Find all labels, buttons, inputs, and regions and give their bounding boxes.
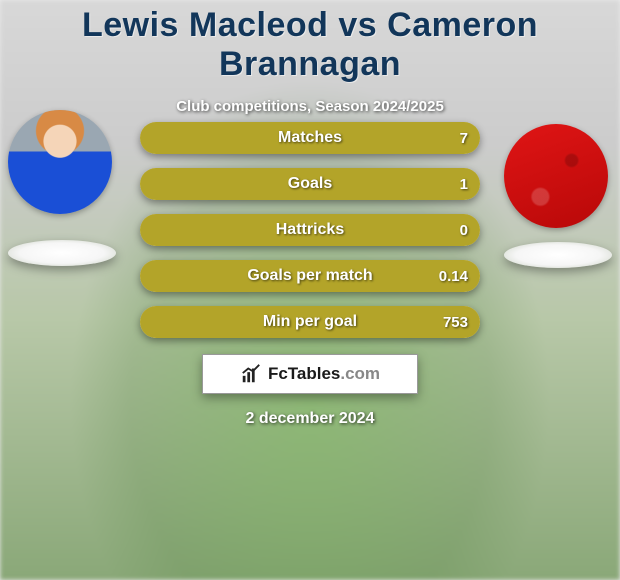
logo-text-main: FcTables	[268, 364, 340, 383]
player-left-avatar	[8, 110, 112, 214]
stat-row: Goals per match0.14	[140, 260, 480, 292]
player-left	[8, 110, 116, 266]
comparison-card: Lewis Macleod vs Cameron Brannagan Club …	[0, 0, 620, 580]
date-label: 2 december 2024	[0, 410, 620, 428]
player-left-avatar-image	[8, 110, 112, 214]
player-left-shadow	[8, 240, 116, 266]
stat-row: Min per goal753	[140, 306, 480, 338]
fctables-logo: FcTables.com	[202, 354, 418, 394]
chart-icon	[240, 363, 262, 385]
stats-bars: Matches7 Goals1 Hattricks0 Goals per match0…	[140, 122, 480, 352]
stat-row: Hattricks0	[140, 214, 480, 246]
bar-fill	[140, 214, 480, 246]
logo-text: FcTables.com	[268, 364, 380, 384]
logo-text-suffix: .com	[340, 364, 380, 383]
bar-fill	[140, 168, 480, 200]
bar-fill	[140, 306, 480, 338]
bar-fill	[140, 122, 480, 154]
page-title: Lewis Macleod vs Cameron Brannagan	[0, 0, 620, 84]
player-right	[504, 124, 612, 268]
player-right-avatar-image	[504, 124, 608, 228]
player-right-avatar	[504, 124, 608, 228]
stat-row: Matches7	[140, 122, 480, 154]
subtitle: Club competitions, Season 2024/2025	[0, 98, 620, 115]
stat-row: Goals1	[140, 168, 480, 200]
bar-fill	[140, 260, 480, 292]
player-right-shadow	[504, 242, 612, 268]
